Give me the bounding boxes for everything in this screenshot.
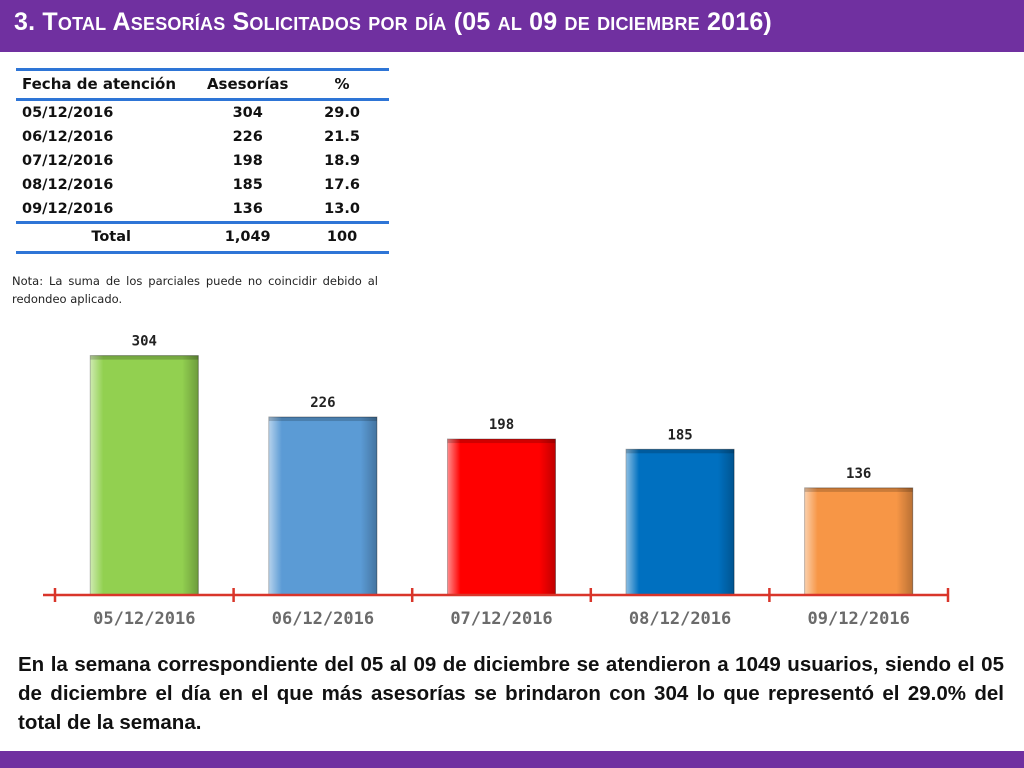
total-label: Total [91, 229, 131, 245]
cell-date: 08/12/2016 [22, 177, 114, 193]
summary-text: En la semana correspondiente del 05 al 0… [18, 653, 1004, 734]
bar-shine [447, 439, 556, 595]
data-label: 226 [310, 395, 335, 411]
data-label: 304 [132, 334, 157, 350]
category-label: 07/12/2016 [450, 609, 552, 629]
category-label: 06/12/2016 [272, 609, 374, 629]
cell-count: 185 [232, 177, 263, 193]
table-row: 08/12/2016 185 17.6 [16, 173, 389, 197]
cell-count: 136 [232, 201, 263, 217]
table-total-row: Total 1,049 100 [16, 222, 389, 253]
cell-percent: 21.5 [324, 129, 360, 145]
data-label: 185 [667, 427, 692, 443]
bar-top-edge [804, 487, 913, 492]
cell-percent: 13.0 [324, 201, 360, 217]
data-label: 136 [846, 466, 871, 482]
x-axis [43, 588, 950, 602]
header-asesorias: Asesorías [206, 75, 289, 93]
header-fecha: Fecha de atención [22, 75, 177, 93]
bar-top-edge [626, 449, 735, 454]
category-label: 05/12/2016 [93, 609, 195, 629]
bottom-bar [0, 751, 1024, 768]
bars-layer [89, 355, 914, 596]
bar-top-edge [90, 355, 199, 360]
cell-date: 06/12/2016 [22, 129, 114, 145]
cell-percent: 17.6 [324, 177, 360, 193]
data-table: Fecha de atención Asesorías % 05/12/2016… [16, 68, 389, 254]
table-row: 09/12/2016 136 13.0 [16, 197, 389, 223]
table-row: 05/12/2016 304 29.0 [16, 100, 389, 126]
category-label: 09/12/2016 [808, 609, 910, 629]
table-header-row: Fecha de atención Asesorías % [16, 69, 389, 100]
cell-count: 198 [232, 153, 263, 169]
cell-date: 09/12/2016 [22, 201, 114, 217]
total-count: 1,049 [224, 229, 271, 245]
bar-top-edge [268, 417, 377, 422]
title-bar: 3. Total Asesorías Solicitados por día (… [0, 0, 1024, 52]
bar-chart: 304 05/12/2016 226 06/12/2016 198 07/12/2016 1… [43, 334, 950, 629]
bar-shine [626, 449, 735, 595]
bar-shine [268, 417, 377, 595]
category-label: 08/12/2016 [629, 609, 731, 629]
bar-shine [804, 487, 913, 595]
header-percent: % [334, 75, 350, 93]
bar-shine [90, 355, 199, 595]
bar-top-edge [447, 439, 556, 444]
table-row: 06/12/2016 226 21.5 [16, 125, 389, 149]
cell-count: 304 [232, 105, 263, 121]
cell-date: 05/12/2016 [22, 105, 114, 121]
total-percent: 100 [326, 229, 358, 245]
cell-percent: 29.0 [324, 105, 360, 121]
labels-layer: 304 05/12/2016 226 06/12/2016 198 07/12/2016 1… [93, 334, 910, 629]
table-row: 07/12/2016 198 18.9 [16, 149, 389, 173]
data-label: 198 [489, 417, 514, 433]
rounding-note: Nota: La suma de los parciales puede no … [12, 274, 378, 306]
cell-date: 07/12/2016 [22, 153, 114, 169]
page-title: 3. Total Asesorías Solicitados por día (… [14, 8, 772, 36]
cell-percent: 18.9 [324, 153, 360, 169]
cell-count: 226 [232, 129, 263, 145]
